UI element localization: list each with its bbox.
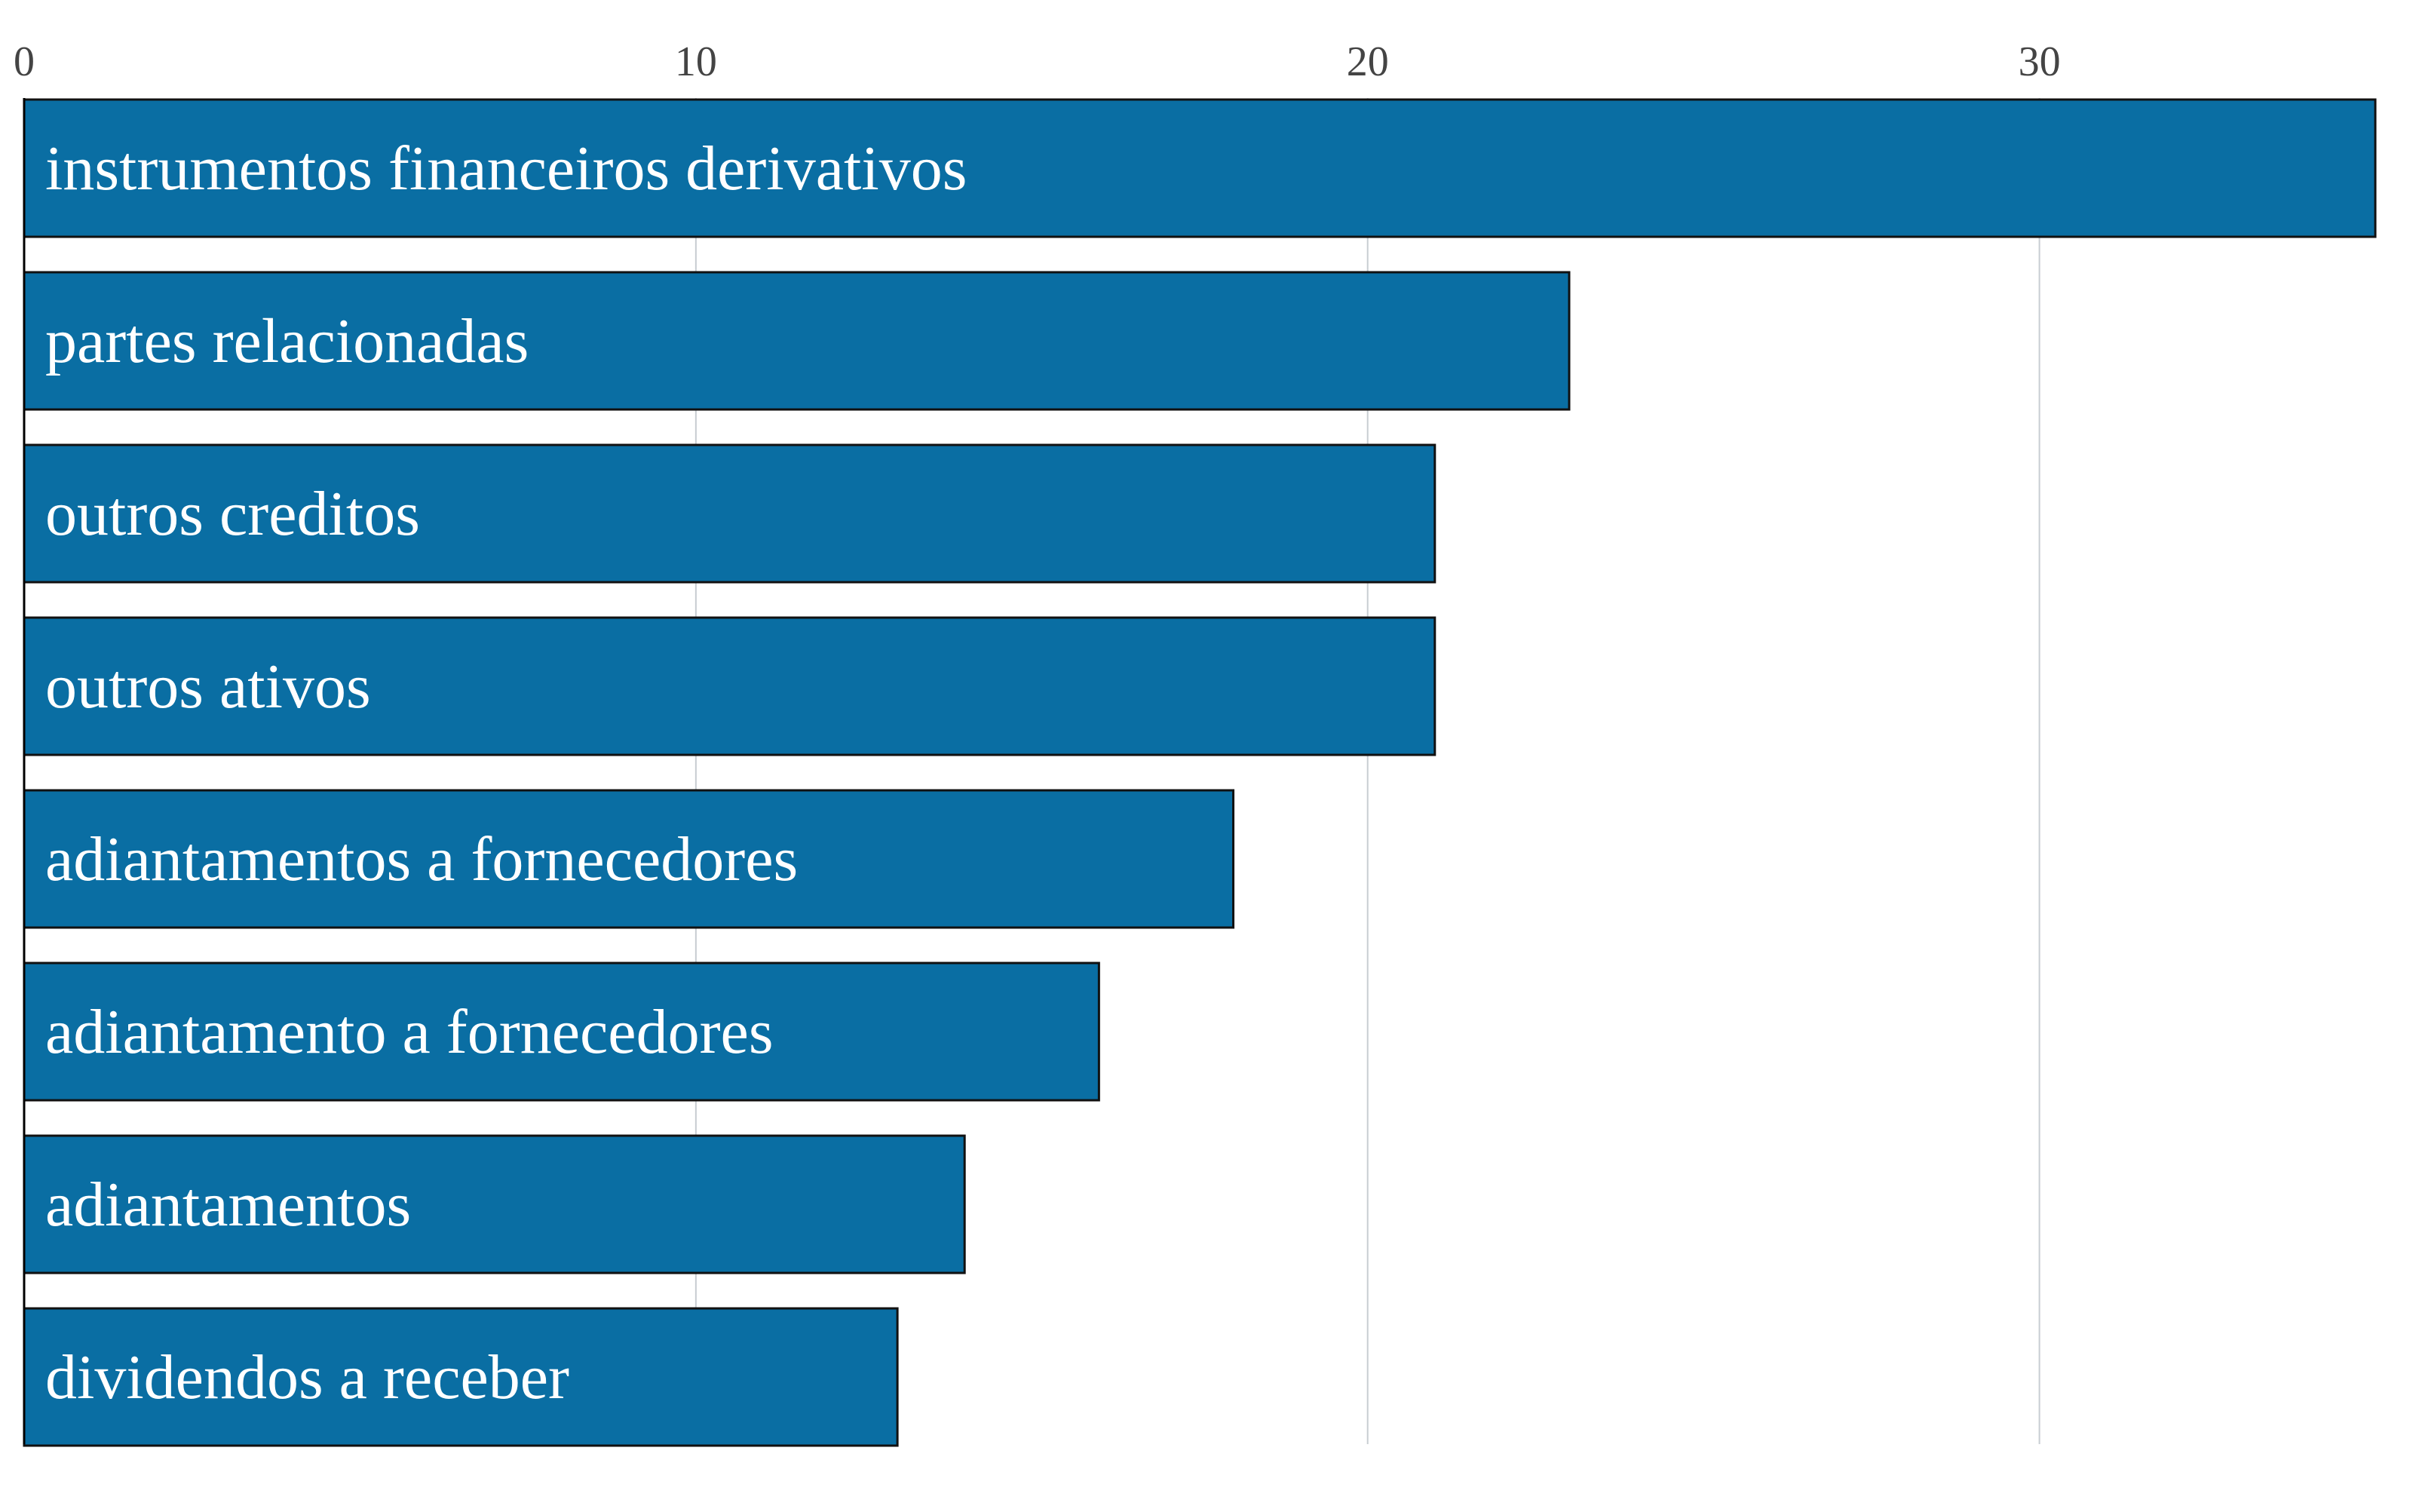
bar [23, 961, 1100, 1102]
x-tick-label: 20 [1347, 38, 1389, 85]
bar [23, 443, 1436, 584]
bar [23, 98, 2377, 238]
bar [23, 271, 1571, 411]
bar-label: partes relacionadas [45, 306, 529, 376]
x-tick-label: 0 [14, 38, 35, 85]
bar [23, 1134, 966, 1274]
label-layer: instrumentos financeiros derivativos part… [45, 133, 967, 1412]
bar-label: adiantamento a fornecedores [45, 997, 774, 1067]
x-tick-label: 10 [675, 38, 717, 85]
bar-layer [23, 98, 2377, 1447]
bar [23, 789, 1235, 929]
bar-label: outros ativos [45, 652, 371, 722]
bar [23, 616, 1436, 756]
bar-label: instrumentos financeiros derivativos [45, 133, 967, 204]
bar-label: outros creditos [45, 479, 420, 549]
bar-label: adiantamentos [45, 1170, 411, 1240]
bar-label: adiantamentos a fornecedores [45, 824, 798, 894]
x-tick-label: 30 [2019, 38, 2061, 85]
axis-layer: 0 10 20 30 [14, 38, 2061, 1444]
bar-label: dividendos a receber [45, 1342, 569, 1412]
